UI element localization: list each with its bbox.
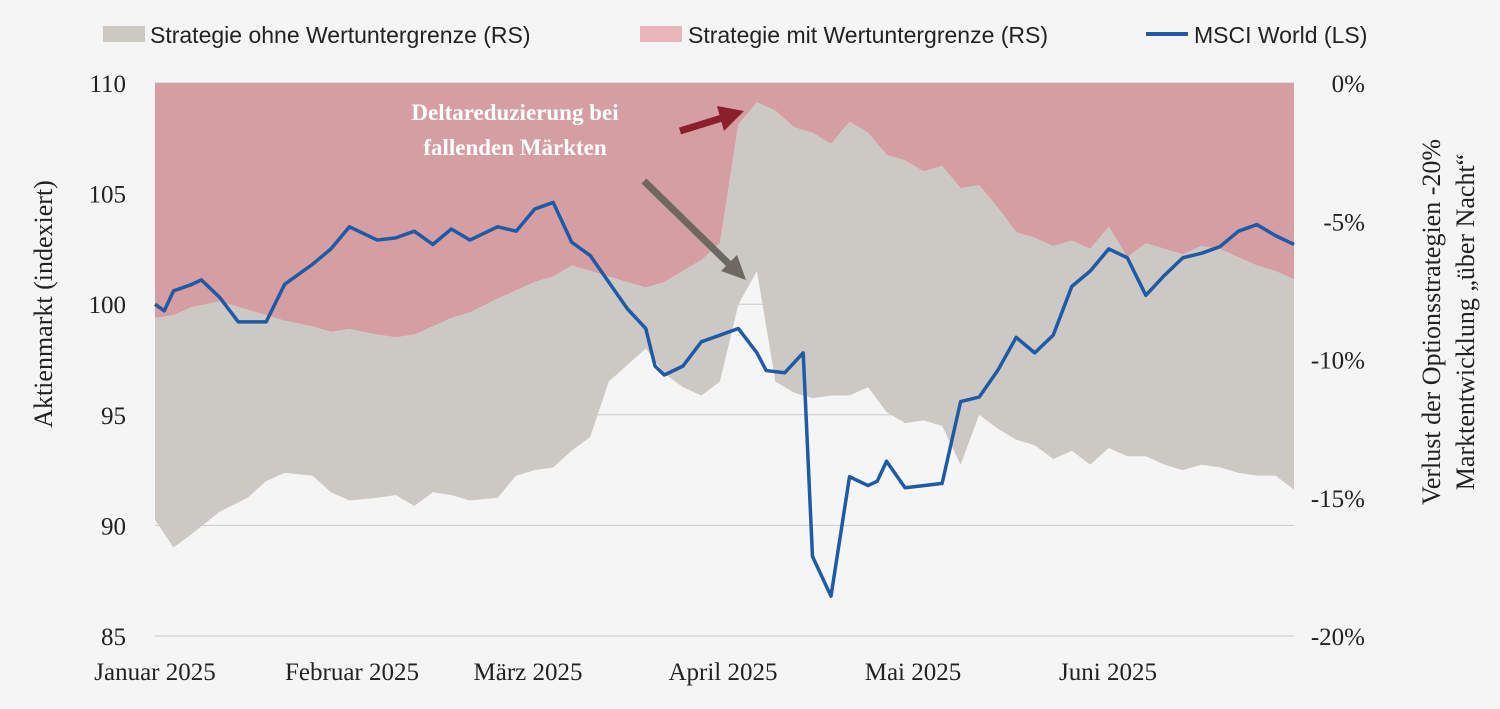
annotation: Deltareduzierung bei fallenden Märkten: [411, 100, 746, 280]
x-tick-label-4: Mai 2025: [865, 659, 962, 686]
series-areas: [155, 83, 1294, 548]
annotation-arrowhead-red: [717, 106, 744, 131]
annotation-line1: Deltareduzierung bei: [411, 100, 619, 125]
right-axis-ticks: -20% -15% -10% -5% 0%: [1311, 71, 1365, 651]
legend-label-mit: Strategie mit Wertuntergrenze (RS): [688, 22, 1048, 48]
left-tick-label-2: 95: [101, 403, 126, 430]
legend: Strategie ohne Wertuntergrenze (RS) Stra…: [103, 22, 1367, 48]
series-lines: [153, 200, 1295, 598]
legend-label-msci: MSCI World (LS): [1194, 22, 1367, 48]
line-msci-world: [153, 200, 1295, 598]
left-tick-label-1: 90: [101, 513, 126, 540]
legend-swatch-ohne: [103, 26, 145, 42]
annotation-arrowhead-grey: [721, 255, 746, 280]
right-tick-label-0: -20%: [1311, 624, 1365, 651]
x-tick-label-0: Januar 2025: [94, 659, 216, 686]
legend-label-ohne: Strategie ohne Wertuntergrenze (RS): [150, 22, 531, 48]
right-tick-label-4: 0%: [1332, 71, 1365, 98]
right-tick-label-2: -10%: [1311, 348, 1365, 375]
right-axis-title-line1: Verlust der Optionsstrategien -20%: [1417, 139, 1446, 505]
x-axis-ticks: Januar 2025 Februar 2025 März 2025 April 20…: [94, 659, 1157, 686]
x-tick-label-5: Juni 2025: [1059, 659, 1157, 686]
right-tick-label-1: -15%: [1311, 486, 1365, 513]
left-tick-label-0: 85: [101, 624, 126, 651]
x-tick-label-3: April 2025: [668, 659, 777, 686]
annotation-line2: fallenden Märkten: [423, 135, 607, 160]
area-strategie-mit: [155, 83, 1294, 338]
annotation-arrow-red: [678, 114, 724, 135]
left-tick-label-4: 105: [89, 182, 127, 209]
area-strategie-ohne: [155, 102, 1294, 548]
right-tick-label-3: -5%: [1323, 209, 1365, 236]
left-tick-label-5: 110: [89, 71, 126, 98]
legend-swatch-mit: [640, 26, 682, 42]
x-tick-label-2: März 2025: [474, 659, 583, 686]
left-axis-title: Aktienmarkt (indexiert): [29, 180, 58, 428]
left-tick-label-3: 100: [89, 292, 127, 319]
left-axis-ticks: 85 90 95 100 105 110: [89, 71, 127, 651]
x-tick-label-1: Februar 2025: [285, 659, 419, 686]
annotation-arrow-grey: [641, 178, 733, 268]
right-axis-title-line2: Marktentwicklung „über Nacht“: [1451, 154, 1480, 490]
